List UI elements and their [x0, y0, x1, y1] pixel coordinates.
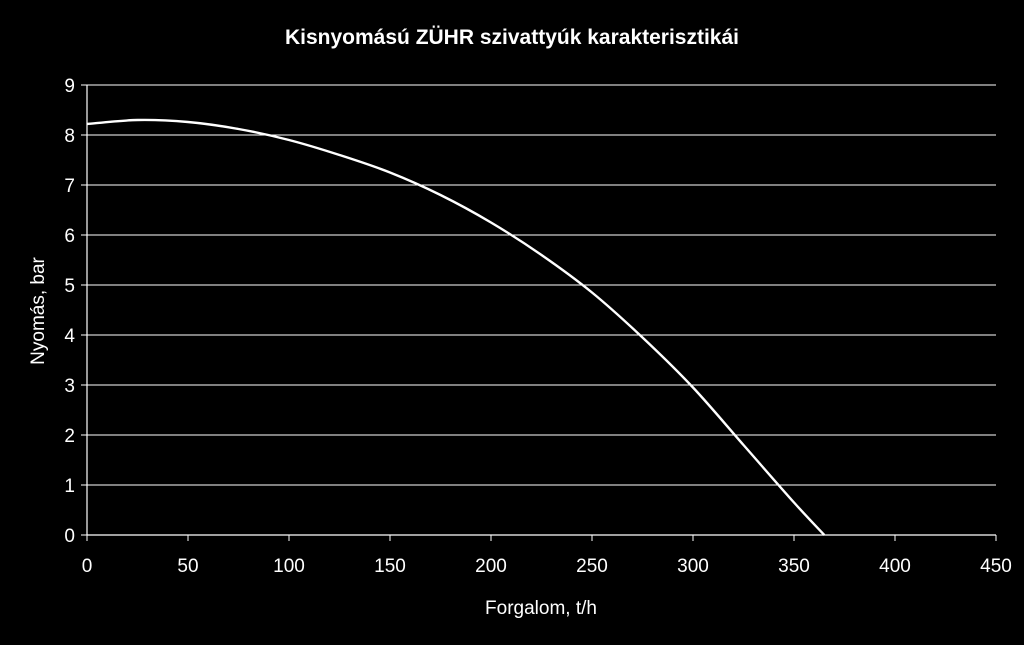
y-tick-label: 4 — [64, 326, 75, 347]
x-tick-label: 450 — [980, 556, 1012, 577]
series-layer — [86, 118, 826, 536]
grid-lines — [87, 84, 996, 486]
axes — [81, 84, 997, 541]
x-tick-label: 250 — [576, 556, 608, 577]
x-tick-label: 100 — [273, 556, 305, 577]
y-tick-label: 8 — [64, 126, 75, 147]
series-line-0 — [86, 118, 826, 536]
x-axis-label: Forgalom, t/h — [485, 598, 597, 619]
chart-title: Kisnyomású ZÜHR szivattyúk karakteriszti… — [285, 26, 739, 49]
x-tick-label: 350 — [778, 556, 810, 577]
tick-labels: 0 1 2 3 4 5 6 7 8 9 0 50 100 150 200 250 300 350 400 450 — [64, 76, 1011, 577]
y-axis-label: Nyomás, bar — [28, 256, 49, 364]
y-tick-label: 9 — [64, 76, 75, 97]
y-tick-label: 6 — [64, 226, 75, 247]
y-tick-label: 7 — [64, 176, 75, 197]
x-tick-label: 50 — [177, 556, 198, 577]
y-tick-label: 0 — [64, 526, 75, 547]
x-tick-label: 400 — [879, 556, 911, 577]
x-tick-label: 150 — [374, 556, 406, 577]
x-tick-label: 200 — [475, 556, 507, 577]
y-tick-label: 1 — [64, 476, 75, 497]
y-tick-label: 2 — [64, 426, 75, 447]
x-tick-label: 0 — [82, 556, 93, 577]
x-tick-label: 300 — [677, 556, 709, 577]
y-tick-label: 5 — [64, 276, 75, 297]
y-tick-label: 3 — [64, 376, 75, 397]
